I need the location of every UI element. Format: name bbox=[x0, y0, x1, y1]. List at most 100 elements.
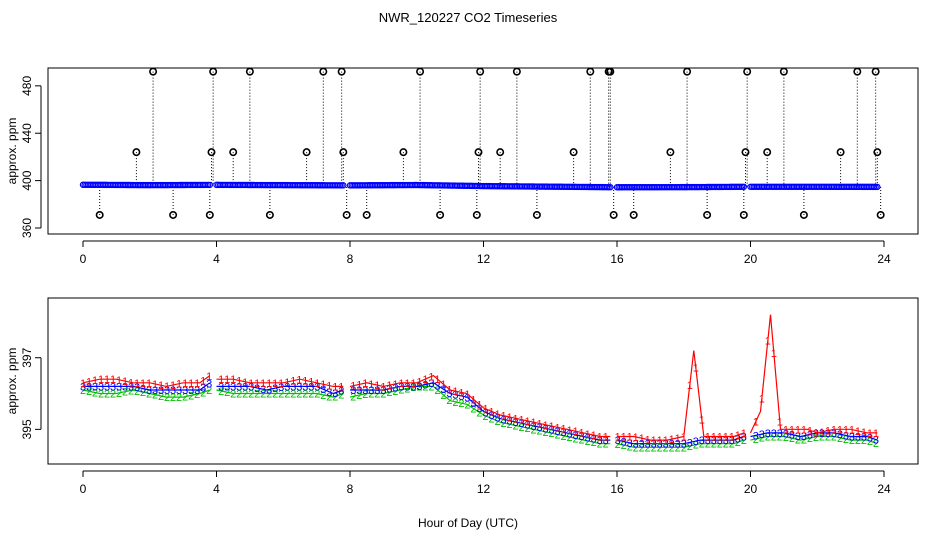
top-x-tick-label: 12 bbox=[477, 252, 491, 266]
series-2-point: 2 bbox=[146, 388, 152, 400]
series-2-point: 2 bbox=[224, 387, 230, 399]
outlier-point bbox=[362, 210, 371, 219]
series-2-point: 2 bbox=[687, 441, 693, 453]
top-data bbox=[79, 67, 885, 219]
outlier-point bbox=[496, 148, 505, 157]
series-3-point: 3 bbox=[350, 385, 356, 397]
series-3-point: 3 bbox=[621, 437, 627, 449]
bottom-x-tick-label: 24 bbox=[877, 482, 891, 496]
series-2-point: 2 bbox=[326, 391, 332, 403]
series-3-point: 3 bbox=[464, 393, 470, 405]
series-2-point: 2 bbox=[621, 440, 627, 452]
series-3-point: 3 bbox=[512, 417, 518, 429]
series-2-point: 2 bbox=[122, 387, 128, 399]
series-3-point: 3 bbox=[543, 423, 549, 435]
outlier-point bbox=[569, 148, 578, 157]
series-1-point: 1 bbox=[717, 432, 723, 444]
series-1-point: 1 bbox=[308, 377, 314, 389]
series-2-point: 2 bbox=[164, 392, 170, 404]
series-2-point: 2 bbox=[236, 389, 242, 401]
series-1-point: 1 bbox=[422, 374, 428, 386]
series-2-point: 2 bbox=[476, 407, 482, 419]
series-3-point: 3 bbox=[332, 388, 338, 400]
series-3-point: 3 bbox=[320, 384, 326, 396]
series-1-point: 1 bbox=[236, 375, 242, 387]
series-1-point: 1 bbox=[693, 363, 699, 375]
series-3-point: 3 bbox=[104, 381, 110, 393]
series-3-point: 3 bbox=[86, 381, 92, 393]
series-1-point: 1 bbox=[302, 375, 308, 387]
series-2-point: 2 bbox=[591, 437, 597, 449]
series-3-point: 3 bbox=[398, 381, 404, 393]
series-1-point: 1 bbox=[807, 425, 813, 437]
series-1-point: 1 bbox=[410, 378, 416, 390]
series-3-point: 3 bbox=[783, 428, 789, 440]
series-1-point: 1 bbox=[356, 379, 362, 391]
series-3-point: 3 bbox=[446, 388, 452, 400]
series-1-line bbox=[82, 375, 211, 388]
series-2-point: 2 bbox=[260, 389, 266, 401]
series-3-point: 3 bbox=[428, 378, 434, 390]
series-1-point: 1 bbox=[164, 381, 170, 393]
series-2-point: 2 bbox=[104, 389, 110, 401]
series-3-line bbox=[616, 435, 745, 445]
series-2-point: 2 bbox=[597, 439, 603, 451]
series-1-point: 1 bbox=[80, 378, 86, 390]
outlier-point bbox=[319, 67, 328, 76]
series-2-point: 2 bbox=[332, 391, 338, 403]
series-1-point: 1 bbox=[645, 435, 651, 447]
series-2-point: 2 bbox=[645, 442, 651, 454]
outlier-point bbox=[302, 148, 311, 157]
series-2-point: 2 bbox=[795, 435, 801, 447]
series-3-point: 3 bbox=[837, 429, 843, 441]
series-1-point: 1 bbox=[218, 374, 224, 386]
series-3-point: 3 bbox=[777, 428, 783, 440]
series-2-point: 2 bbox=[230, 389, 236, 401]
baseline-point bbox=[340, 182, 347, 189]
series-3-point: 3 bbox=[771, 428, 777, 440]
series-3-point: 3 bbox=[326, 387, 332, 399]
outlier-point bbox=[229, 148, 238, 157]
series-1-point: 1 bbox=[464, 389, 470, 401]
series-3-point: 3 bbox=[567, 429, 573, 441]
series-3-point: 3 bbox=[242, 381, 248, 393]
series-3-point: 3 bbox=[849, 432, 855, 444]
series-1-point: 1 bbox=[362, 378, 368, 390]
bottom-plot-frame bbox=[47, 297, 919, 465]
top-y-tick-label: 440 bbox=[20, 123, 34, 143]
series-3-point: 3 bbox=[488, 410, 494, 422]
series-2-point: 2 bbox=[338, 389, 344, 401]
series-1-point: 1 bbox=[837, 424, 843, 436]
series-3-point: 3 bbox=[404, 381, 410, 393]
series-2-point: 2 bbox=[500, 418, 506, 430]
series-3-point: 3 bbox=[663, 439, 669, 451]
series-3-point: 3 bbox=[681, 439, 687, 451]
series-1-point: 1 bbox=[200, 375, 206, 387]
series-3-point: 3 bbox=[627, 438, 633, 450]
series-2-point: 2 bbox=[494, 416, 500, 428]
series-2-point: 2 bbox=[561, 431, 567, 443]
outlier-point bbox=[629, 210, 638, 219]
outlier-point bbox=[207, 148, 216, 157]
series-1-point: 1 bbox=[104, 374, 110, 386]
series-1-point: 1 bbox=[681, 432, 687, 444]
series-2-point: 2 bbox=[741, 435, 747, 447]
series-1-point: 1 bbox=[506, 412, 512, 424]
series-1-point: 1 bbox=[873, 428, 879, 440]
series-1-point: 1 bbox=[470, 394, 476, 406]
outlier-point bbox=[476, 67, 485, 76]
series-1-point: 1 bbox=[368, 379, 374, 391]
series-3-point: 3 bbox=[110, 381, 116, 393]
series-3-point: 3 bbox=[386, 384, 392, 396]
series-3-point: 3 bbox=[813, 428, 819, 440]
bottom-x-tick-label: 4 bbox=[213, 482, 220, 496]
outlier-point bbox=[743, 67, 752, 76]
series-2-point: 2 bbox=[524, 423, 530, 435]
series-3-point: 3 bbox=[434, 380, 440, 392]
series-2-line bbox=[616, 439, 745, 448]
outlier-point bbox=[871, 67, 880, 76]
series-3-point: 3 bbox=[200, 383, 206, 395]
bottom-x-tick-label: 12 bbox=[477, 482, 491, 496]
series-2-point: 2 bbox=[386, 387, 392, 399]
outlier-point bbox=[779, 67, 788, 76]
